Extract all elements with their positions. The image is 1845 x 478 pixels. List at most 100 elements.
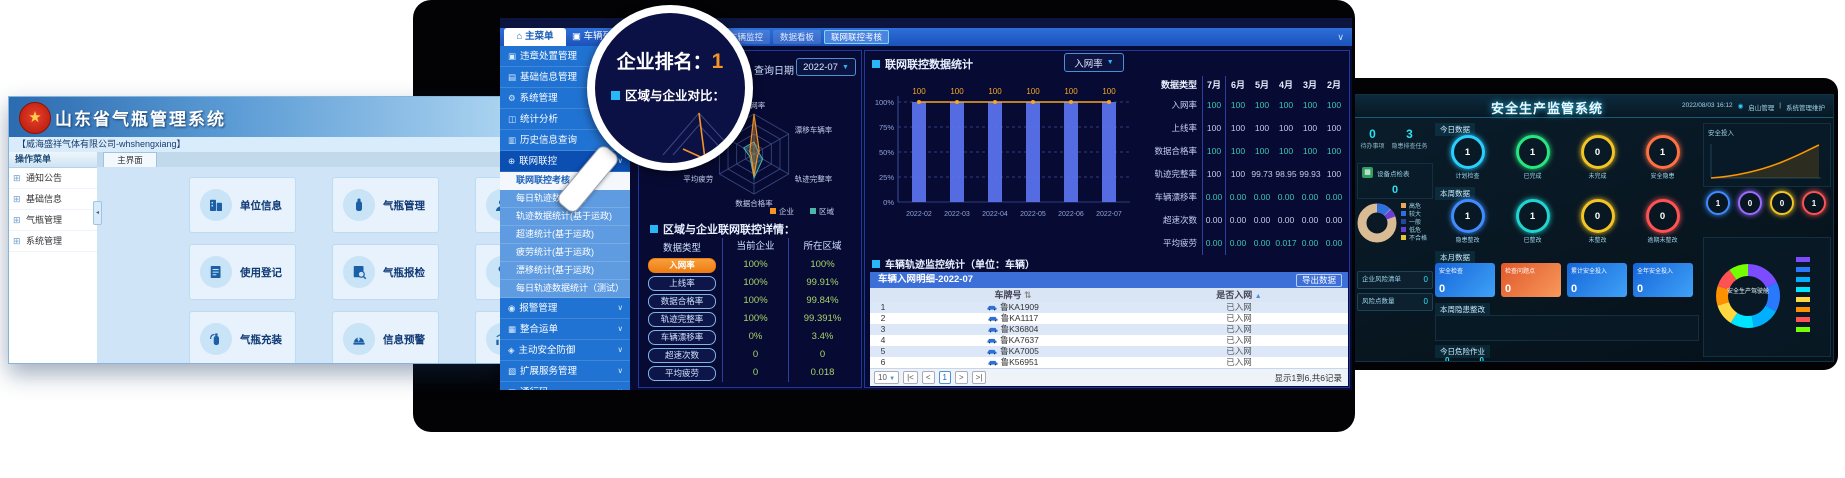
months-cell: 100 — [1254, 100, 1270, 110]
chevron-down-icon[interactable]: ∨ — [1337, 32, 1344, 42]
month-tile: 累计安全投入 0 — [1567, 263, 1627, 297]
last-page-button[interactable]: >| — [971, 371, 987, 384]
metric-button[interactable]: 平均疲劳 — [648, 365, 716, 381]
week-rings: 1 隐患整改 1 已整改 0 未整改 0 逾期未整改 — [1435, 199, 1697, 244]
sidebar-item-9[interactable]: ▧ 扩展服务管理 ∨ — [500, 361, 630, 382]
sidebar-subitem[interactable]: 漂移统计(基于运政) — [500, 262, 630, 280]
menu-icon: ◈ — [508, 345, 515, 355]
gas-menu-item-2[interactable]: ⊞ 气瓶管理 — [9, 210, 97, 231]
window-top-strip — [500, 18, 1352, 28]
sort-asc-icon[interactable]: ▲ — [1254, 293, 1262, 300]
page-size-select[interactable]: 10 ▼ — [874, 371, 900, 384]
svg-text:2022-04: 2022-04 — [982, 211, 1008, 218]
prev-page-button[interactable]: < — [921, 371, 935, 384]
months-cell: 100 — [1326, 146, 1342, 156]
gas-menu-item-0[interactable]: ⊞ 通知公告 — [9, 168, 97, 189]
metric-button[interactable]: 超速次数 — [648, 347, 716, 363]
sidebar-subitem[interactable]: 疲劳统计(基于运政) — [500, 244, 630, 262]
caret-down-icon: ▼ — [841, 63, 849, 71]
national-emblem-icon: ★ — [19, 102, 51, 134]
gas-card-hidden-2[interactable] — [475, 311, 501, 363]
detail-row-3: 轨迹完整率 100% 99.391% — [642, 310, 856, 328]
company-rank: 企业排名：1 — [616, 50, 724, 73]
metric-button[interactable]: 轨迹完整率 — [648, 311, 716, 327]
building-icon — [200, 189, 232, 221]
left-panel — [638, 50, 862, 388]
user-label[interactable]: 启山管理 — [1748, 105, 1775, 112]
gas-card-4[interactable]: 气瓶充装 — [189, 311, 296, 363]
vehicle-row-3[interactable]: 4 鲁KA7637 已入网 — [880, 335, 1252, 345]
query-date-select[interactable]: 2022-07 ▼ — [796, 58, 856, 76]
sidebar-subitem[interactable]: 每日轨迹数据统计（测试） — [500, 280, 630, 298]
vehicle-row-0[interactable]: 1 鲁KA1909 已入网 — [870, 302, 1348, 313]
export-button[interactable]: 导出数据 — [1295, 274, 1342, 287]
bell-icon[interactable]: ◉ — [1737, 103, 1744, 110]
months-row-label: 上线率 — [1171, 123, 1197, 133]
dashboard-legend-item — [1796, 274, 1810, 284]
left-stats: 0 待办事项 3 隐患排查任务 — [1357, 127, 1431, 150]
metric-button[interactable]: 数据合格率 — [648, 293, 716, 309]
datetime-label: 2022/08/03 16:12 — [1682, 102, 1733, 109]
plus-box-icon: ⊞ — [13, 236, 21, 246]
check-table-panel: ▦ 设备点检表 0 — [1357, 163, 1433, 199]
sidebar-item-6[interactable]: ◉ 报警管理 ∨ — [500, 298, 630, 319]
months-cell: 0.00 — [1229, 192, 1247, 202]
metric-button[interactable]: 入网率 — [648, 257, 716, 273]
sidebar-item-7[interactable]: ▦ 整合运单 ∨ — [500, 319, 630, 340]
menu-icon: ▧ — [508, 366, 517, 376]
svg-text:75%: 75% — [879, 123, 894, 132]
gas-card-hidden-0[interactable] — [475, 177, 501, 233]
gas-card-hidden-1[interactable] — [475, 244, 501, 300]
gas-card-1[interactable]: 气瓶管理 — [332, 177, 439, 233]
tab-main[interactable]: 主界面 — [103, 152, 157, 168]
sidebar-item-10[interactable]: ▨通行码∨ — [500, 382, 630, 390]
gas-menu-item-3[interactable]: ⊞ 系统管理 — [9, 231, 97, 252]
detail-row-4: 车辆漂移率 0% 3.4% — [642, 328, 856, 346]
bullet-icon — [611, 91, 620, 100]
nav-tab-2[interactable]: 联网联控考核 — [824, 30, 890, 44]
gas-menu-item-1[interactable]: ⊞ 基础信息 — [9, 189, 97, 210]
status-col-header[interactable]: 是否入网 ▲ — [1216, 290, 1262, 300]
plate-col-header[interactable]: 车牌号 ⇅ — [994, 290, 1032, 300]
vehicle-row-4[interactable]: 5 鲁KA7005 已入网 — [870, 346, 1348, 357]
card-label: 气瓶报检 — [383, 266, 425, 279]
magnifier-glass: 企业排名：1 区域与企业对比： — [587, 5, 753, 171]
vehicle-row-1[interactable]: 2 鲁KA1117 已入网 — [880, 313, 1252, 323]
vehicle-rows: 1 鲁KA1909 已入网 2 鲁KA1117 已入网 3 鲁K36804 已入网 4 鲁KA763… — [870, 302, 1348, 368]
gas-card-2[interactable]: 使用登记 — [189, 244, 296, 300]
plus-box-icon: ⊞ — [13, 194, 21, 204]
sidebar-item-8[interactable]: ◈ 主动安全防御 ∨ — [500, 340, 630, 361]
sidebar-subitem[interactable]: 轨迹数据统计(基于运政) — [500, 208, 630, 226]
months-col-header: 数据类型 — [1160, 80, 1197, 90]
months-cell: 99.73 — [1251, 169, 1273, 179]
sort-icon[interactable]: ⇅ — [1023, 290, 1032, 300]
tab-home[interactable]: ⌂ 主菜单 — [504, 28, 566, 46]
months-cell: 0.00 — [1325, 238, 1343, 248]
gas-card-5[interactable]: 信息预警 — [332, 311, 439, 363]
check-panel-label: 设备点检表 — [1377, 171, 1410, 178]
months-cell: 0.00 — [1253, 215, 1271, 225]
gas-card-3[interactable]: 气瓶报检 — [332, 244, 439, 300]
tab-vehicle-list[interactable]: ▣ 车辆列表 — [572, 31, 622, 42]
sidebar-subitem[interactable]: 超速统计(基于运政) — [500, 226, 630, 244]
ring-gauge: 1 — [1703, 191, 1733, 215]
dashboard-label: 安全生产驾驶舱 — [1726, 289, 1769, 295]
first-page-button[interactable]: |< — [903, 371, 918, 384]
metric-select[interactable]: 入网率 ▼ — [1064, 53, 1124, 72]
left-bottom-stat-1: 风险点数量 0 — [1357, 293, 1433, 311]
metric-button[interactable]: 上线率 — [648, 275, 716, 291]
months-cell: 99.93 — [1299, 169, 1321, 179]
months-cell: 100 — [1302, 123, 1318, 133]
nav-tab-1[interactable]: 数据看板 — [773, 30, 822, 44]
svg-text:2022-06: 2022-06 — [1058, 211, 1084, 218]
svg-text:100: 100 — [950, 87, 964, 96]
gas-card-0[interactable]: 单位信息 — [189, 177, 296, 233]
current-page[interactable]: 1 — [938, 371, 951, 384]
months-cell: 100 — [1230, 169, 1246, 179]
next-page-button[interactable]: > — [954, 371, 968, 384]
months-cell: 100 — [1230, 123, 1246, 133]
vehicle-row-5[interactable]: 6 鲁K56951 已入网 — [880, 357, 1252, 367]
vehicle-row-2[interactable]: 3 鲁K36804 已入网 — [870, 324, 1348, 335]
sidebar-collapse-handle[interactable]: ◂ — [93, 201, 102, 225]
metric-button[interactable]: 车辆漂移率 — [648, 329, 716, 345]
